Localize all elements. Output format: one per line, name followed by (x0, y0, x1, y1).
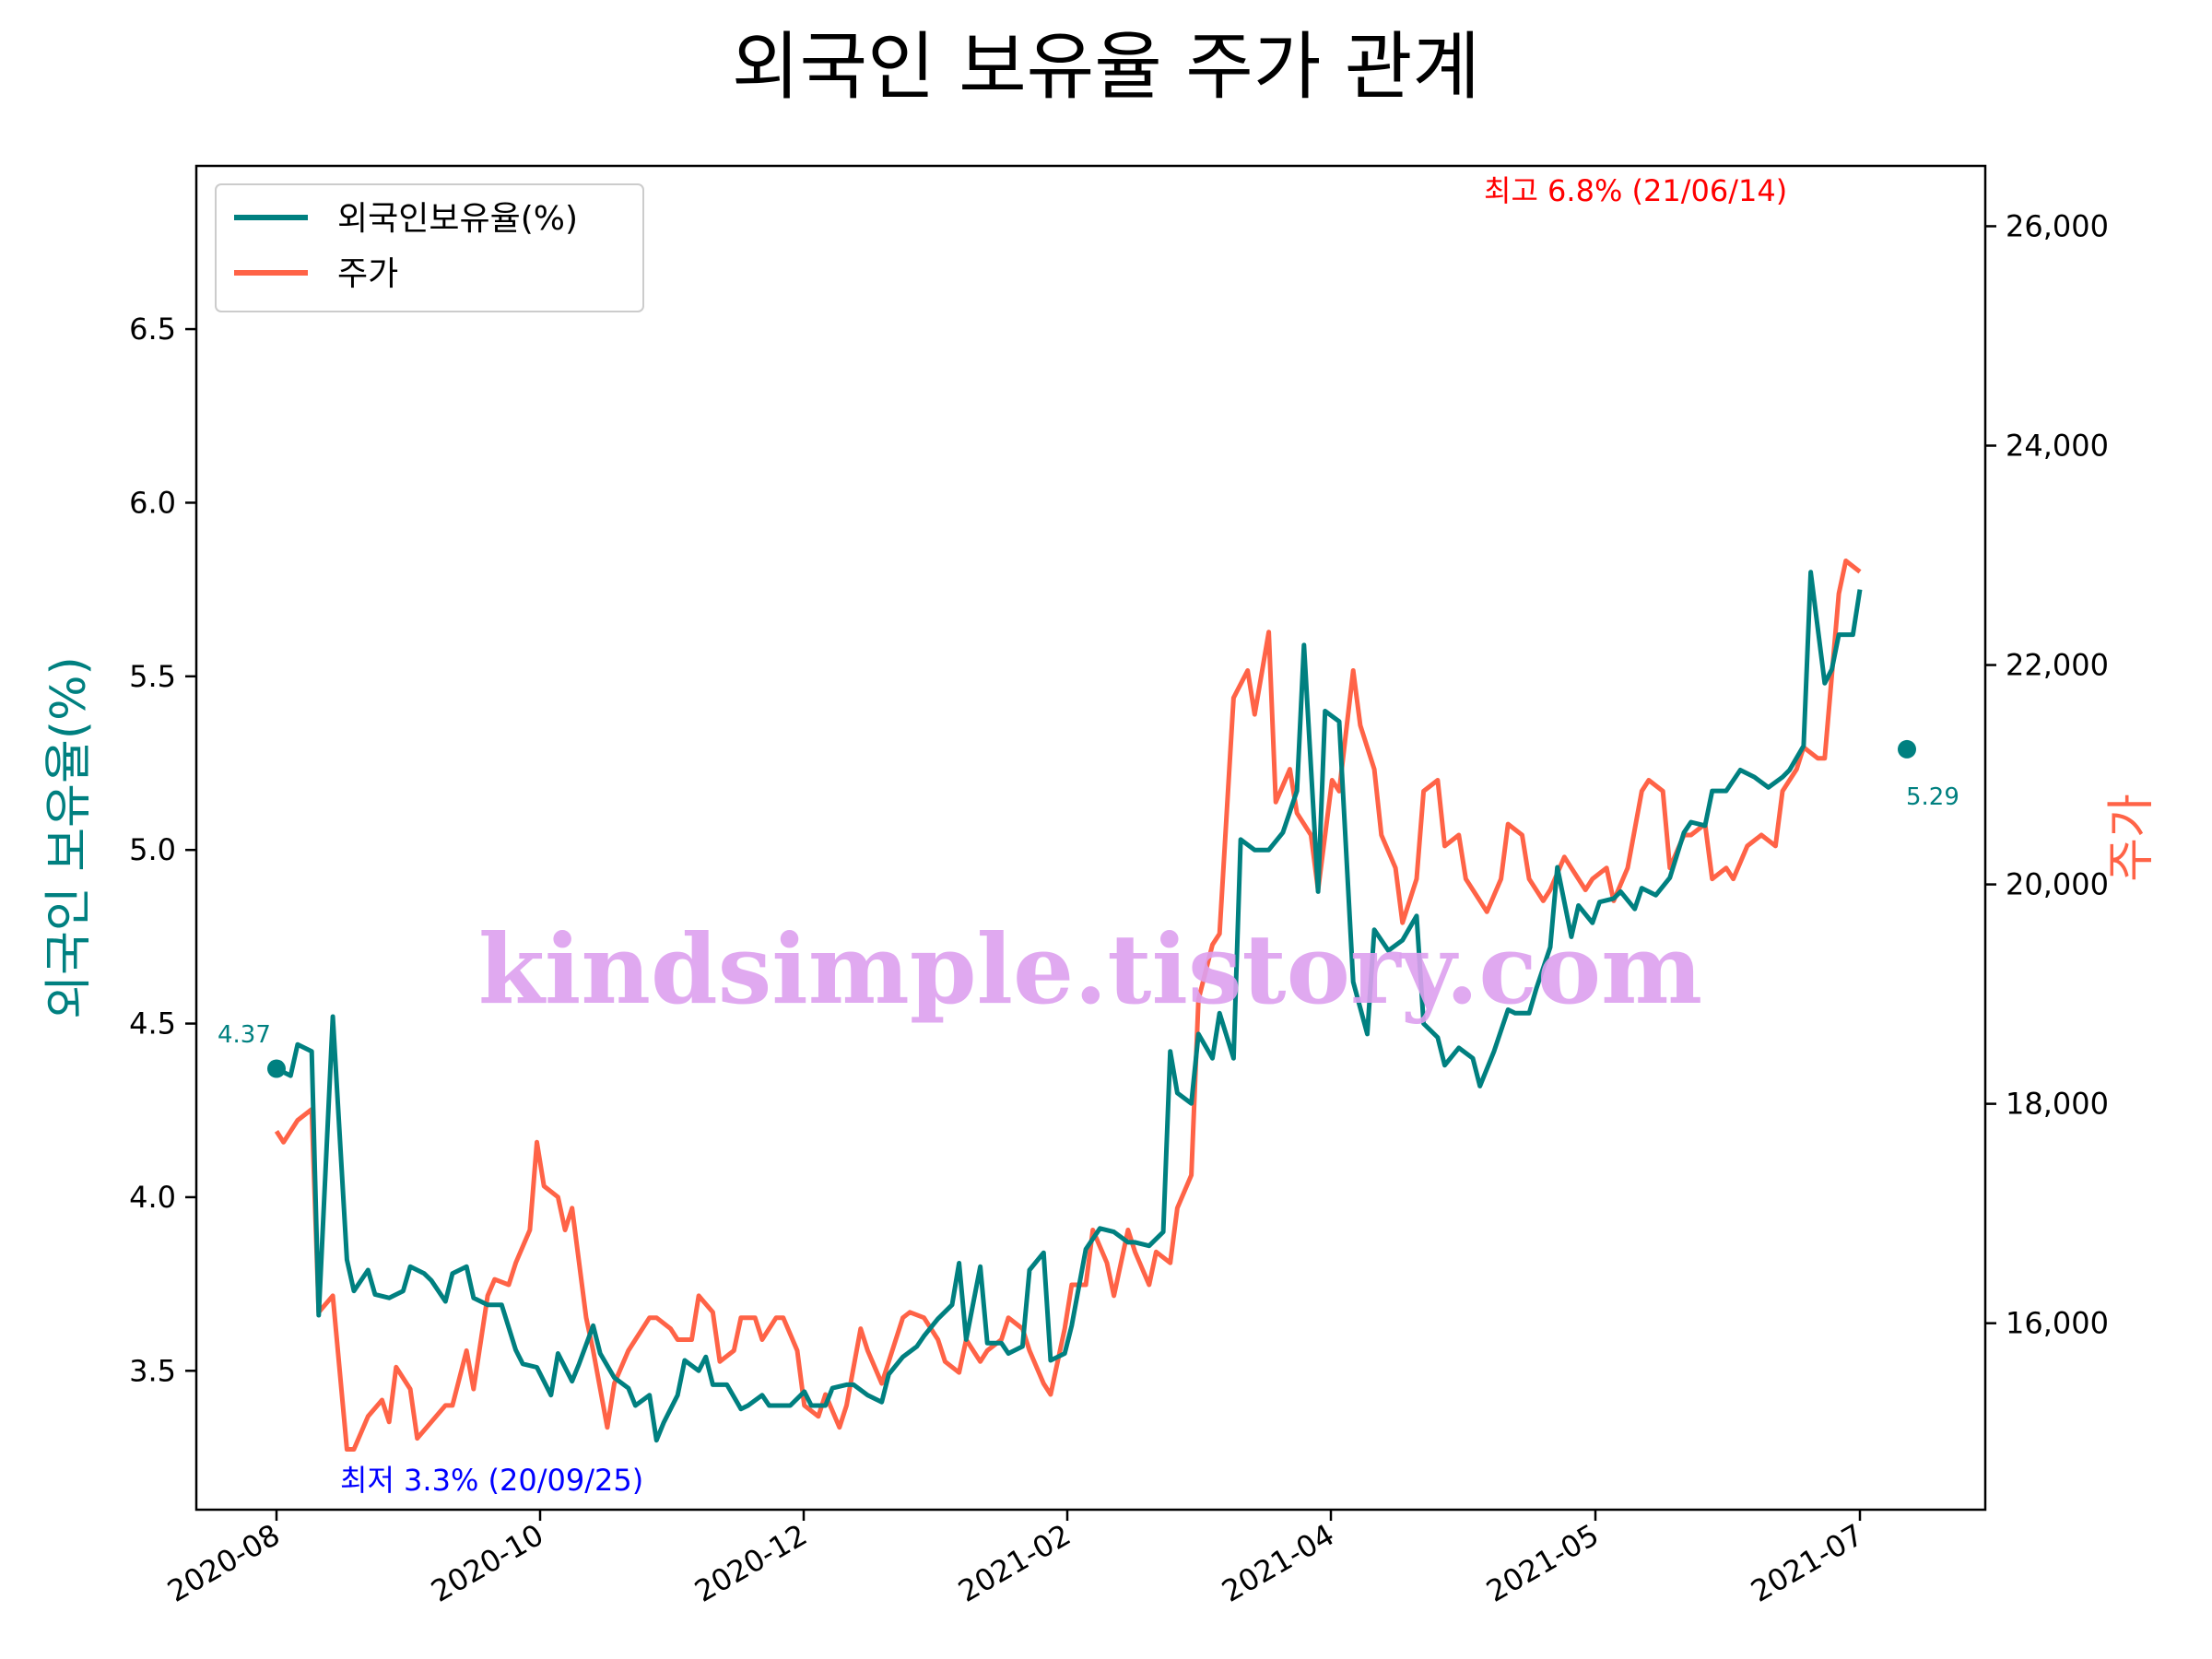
x-tick-label: 2020-10 (425, 1517, 549, 1609)
legend: 외국인보유율(%) 주가 (215, 183, 644, 312)
legend-label-holding: 외국인보유율(%) (337, 200, 578, 238)
x-axis: 2020-08 2020-10 2020-12 2021-02 2021-04 2021-… (161, 1510, 1869, 1609)
legend-label-price: 주가 (337, 255, 398, 293)
y-left-tick-label: 4.5 (129, 1006, 176, 1041)
chart-title: 외국인 보유율 주가 관계 (732, 24, 1480, 110)
end-value-label: 5.29 (1906, 783, 1959, 811)
y-axis-right-label: 주가 (2104, 794, 2159, 882)
end-marker (1898, 739, 1916, 759)
x-tick-label: 2021-05 (1480, 1517, 1605, 1609)
y-left-tick-label: 3.5 (129, 1353, 176, 1388)
legend-box (215, 183, 644, 312)
min-annotation: 최저 3.3% (20/09/25) (340, 1463, 643, 1498)
start-value-label: 4.37 (218, 1021, 271, 1049)
x-tick-label: 2020-08 (161, 1517, 286, 1609)
y-right-tick-label: 22,000 (2006, 648, 2109, 683)
watermark: kindsimple.tistory.com (478, 912, 1702, 1026)
y-left-tick-label: 4.0 (129, 1180, 176, 1215)
series-line-holding (275, 570, 1863, 1443)
y-left-tick-label: 6.0 (129, 485, 176, 520)
max-annotation: 최고 6.8% (21/06/14) (1484, 173, 1787, 208)
x-tick-label: 2021-04 (1216, 1517, 1340, 1609)
x-tick-label: 2021-02 (952, 1517, 1077, 1609)
y-right-tick-label: 16,000 (2006, 1306, 2109, 1341)
x-tick-label: 2020-12 (688, 1517, 813, 1609)
y-axis-left: 3.5 4.0 4.5 5.0 5.5 6.0 6.5 (129, 312, 196, 1388)
y-right-tick-label: 20,000 (2006, 867, 2109, 902)
y-left-tick-label: 5.0 (129, 832, 176, 867)
y-right-tick-label: 24,000 (2006, 429, 2109, 464)
y-axis-left-label: 외국인 보유율(%) (41, 656, 97, 1019)
start-marker (267, 1059, 286, 1078)
y-right-tick-label: 26,000 (2006, 208, 2109, 243)
y-left-tick-label: 5.5 (129, 659, 176, 694)
y-left-tick-label: 6.5 (129, 312, 176, 347)
y-right-tick-label: 18,000 (2006, 1087, 2109, 1122)
series-layer (267, 559, 1916, 1452)
plot-frame (194, 164, 1987, 1512)
y-axis-right: 16,000 18,000 20,000 22,000 24,000 26,000 (1985, 208, 2109, 1341)
x-tick-label: 2021-07 (1745, 1517, 1869, 1609)
series-line-price (274, 559, 1862, 1452)
